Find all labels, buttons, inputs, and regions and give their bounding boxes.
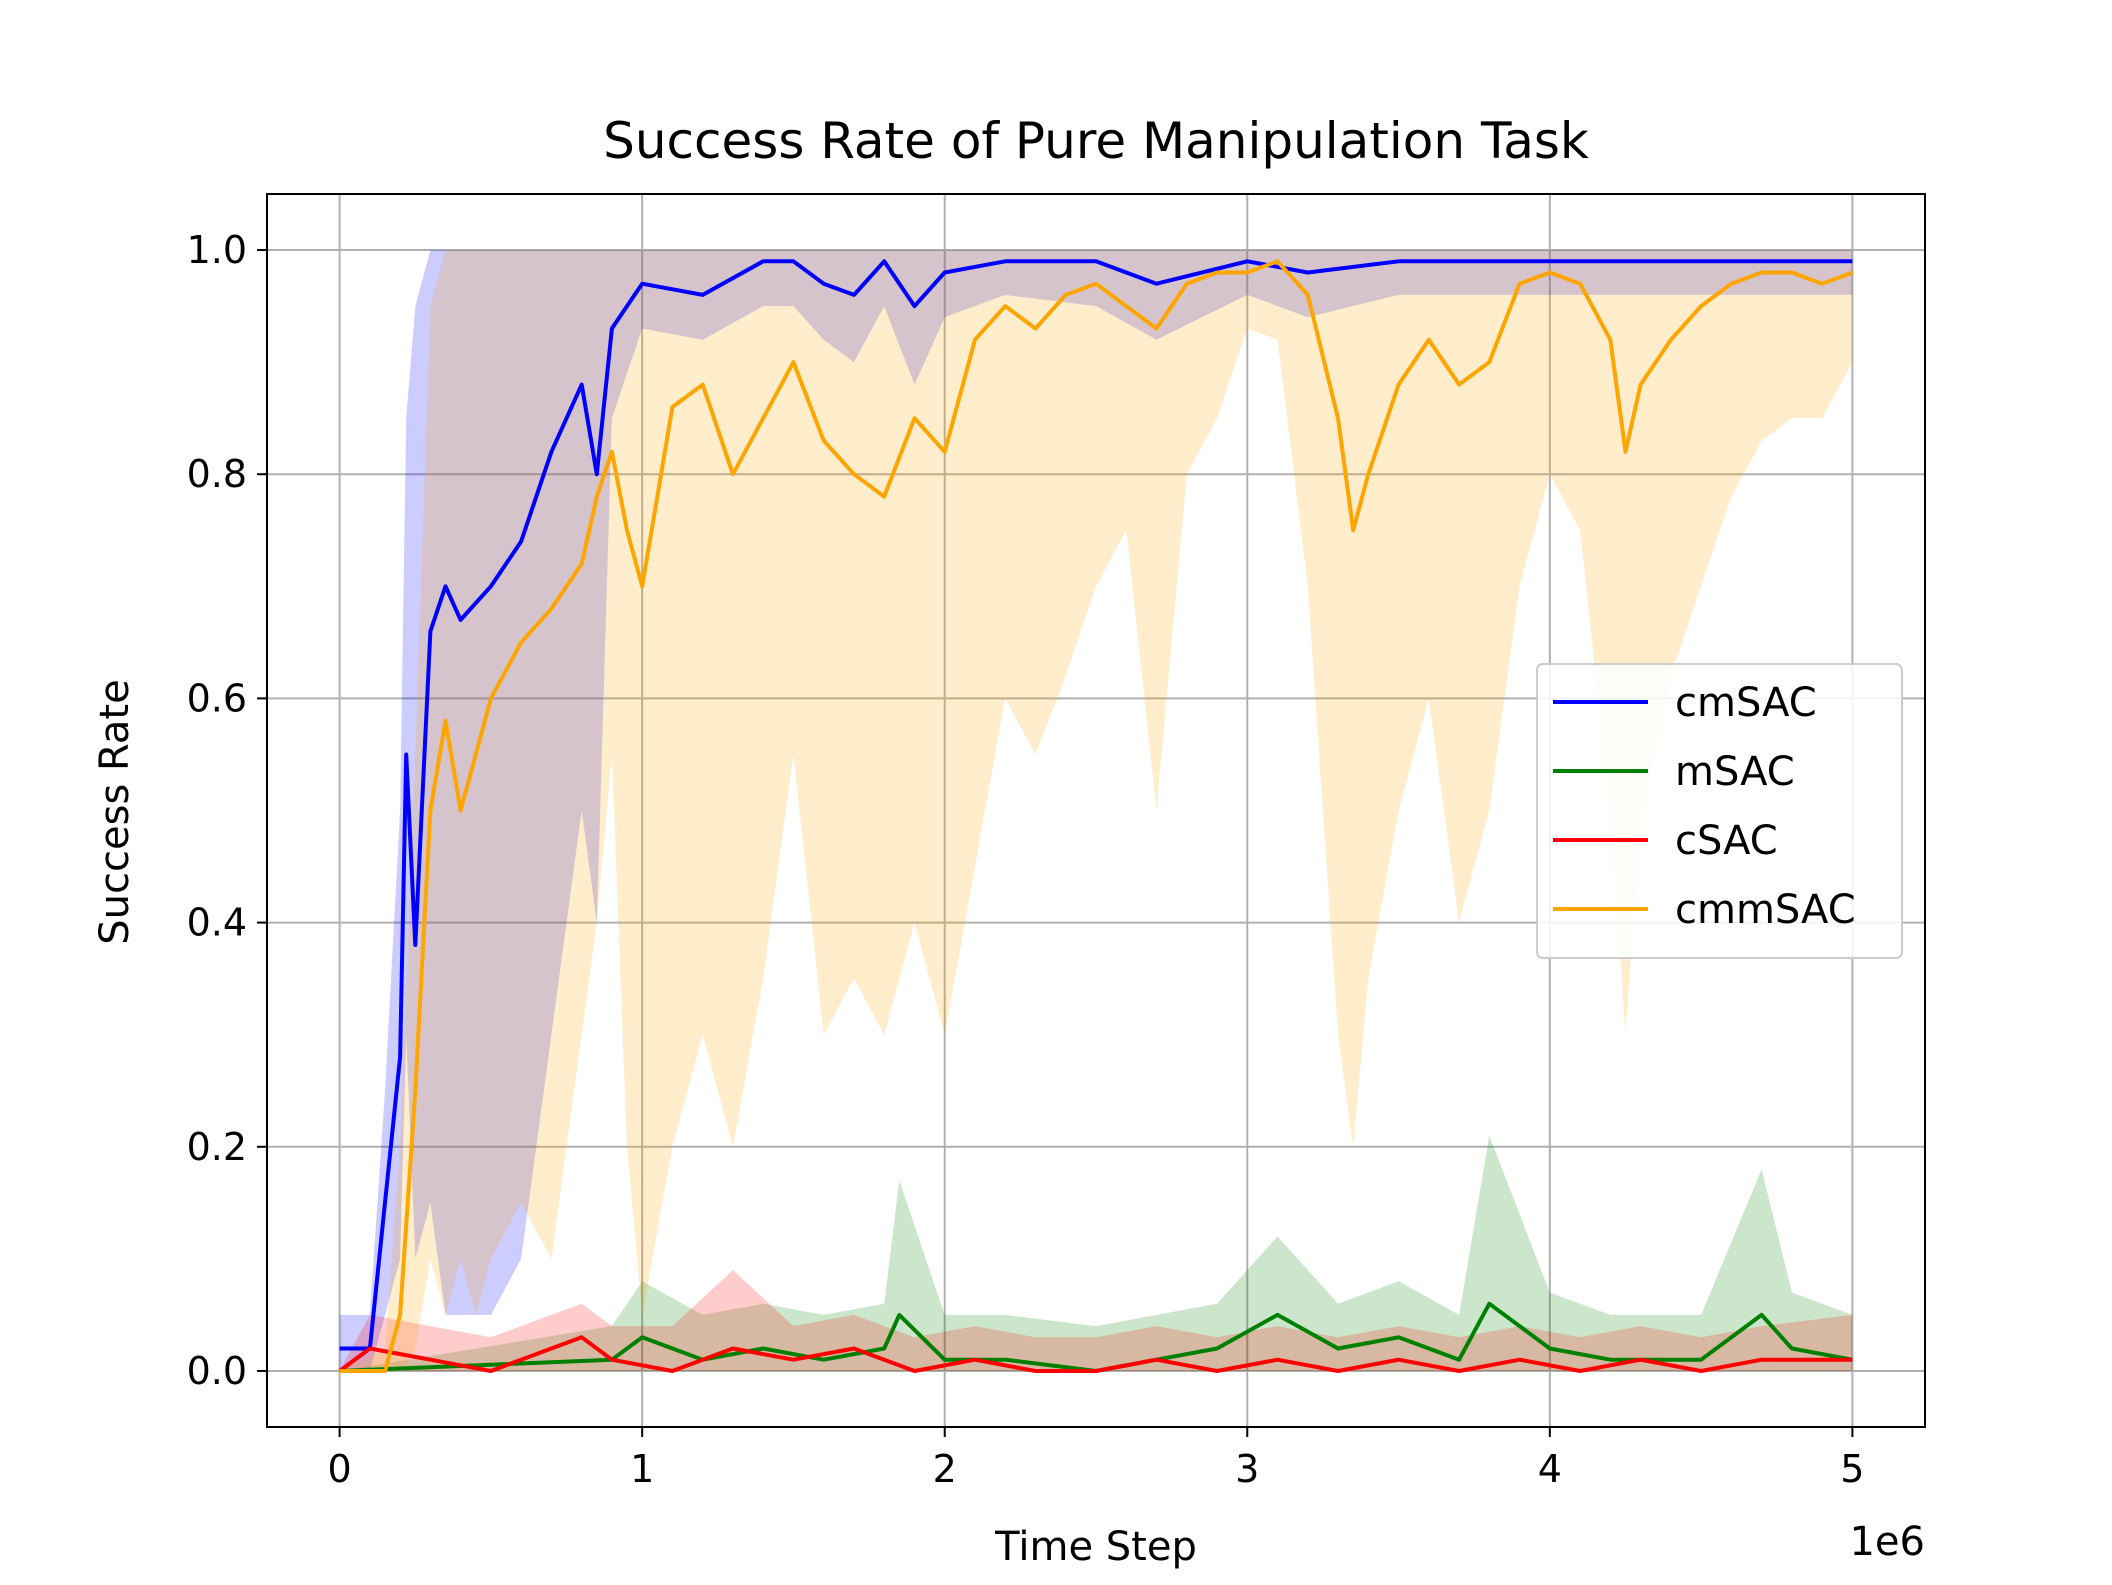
confidence-bands: [339, 250, 1853, 1371]
y-tick-label: 1.0: [187, 228, 247, 272]
legend-label-msac: mSAC: [1675, 749, 1795, 795]
x-tick-label: 3: [1235, 1447, 1259, 1491]
x-axis-offset-label: 1e6: [1849, 1519, 1925, 1565]
y-tick-label: 0.6: [187, 676, 247, 720]
y-tick-label: 0.0: [187, 1349, 247, 1393]
x-tick-label: 2: [933, 1447, 957, 1491]
legend-label-cmmsac: cmmSAC: [1675, 887, 1856, 933]
x-axis-label: Time Step: [994, 1524, 1197, 1570]
plot-frame: [266, 193, 1926, 1428]
legend: cmSAC mSAC cSAC cmmSAC: [1536, 663, 1903, 959]
y-tick-label: 0.2: [187, 1125, 247, 1169]
y-axis-label: Success Rate: [92, 679, 138, 944]
band-cmmsac: [339, 250, 1853, 1371]
series-lines: [338, 259, 1854, 1373]
line-csac: [338, 1335, 1853, 1373]
x-tick-label: 5: [1840, 1447, 1864, 1491]
chart-title: Success Rate of Pure Manipulation Task: [603, 112, 1589, 170]
line-cmmsac: [339, 259, 1854, 1373]
y-tick-label: 0.8: [187, 452, 247, 496]
band-csac: [339, 1270, 1853, 1371]
x-axis-ticks: 0 1 2 3 4 5: [328, 1427, 1864, 1491]
x-tick-label: 0: [328, 1447, 352, 1491]
line-cmsac: [339, 259, 1853, 1351]
y-axis-ticks: 0.0 0.2 0.4 0.6 0.8 1.0: [187, 228, 267, 1393]
x-tick-label: 4: [1538, 1447, 1562, 1491]
band-cmsac: [339, 250, 1853, 1371]
legend-box: [1536, 663, 1903, 959]
y-tick-label: 0.4: [187, 901, 247, 945]
legend-label-csac: cSAC: [1675, 818, 1778, 864]
band-msac: [339, 1135, 1853, 1371]
x-tick-label: 1: [630, 1447, 654, 1491]
legend-label-cmsac: cmSAC: [1675, 680, 1817, 726]
